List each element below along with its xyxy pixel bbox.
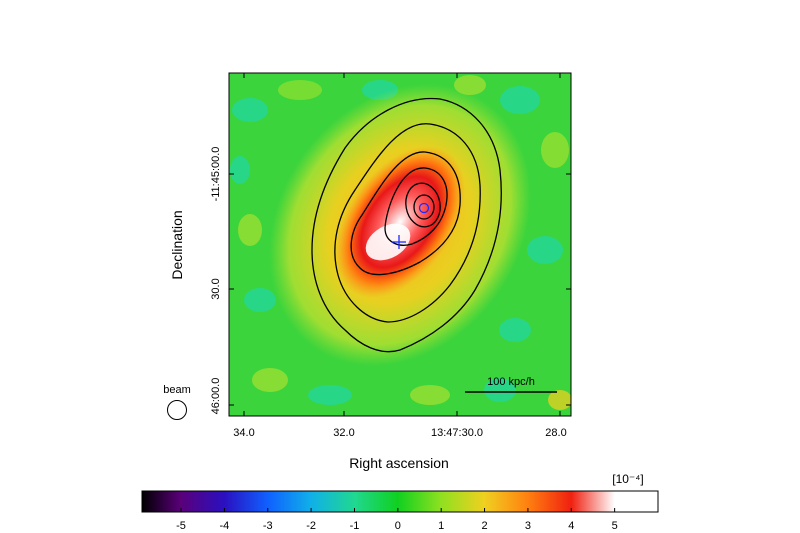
colorbar-tick-label: 1 [438, 520, 444, 532]
colorbar-unit-label: [10⁻⁴] [612, 472, 644, 486]
x-tick-label: 34.0 [233, 427, 254, 439]
y-tick-label: -11:45:00.0 [210, 147, 222, 202]
sz-map: 100 kpc/h [229, 73, 571, 416]
scalebar-label: 100 kpc/h [487, 376, 535, 388]
marker-circle [418, 202, 430, 214]
map-noise-texture [230, 75, 571, 410]
map-frame [228, 72, 572, 417]
contour-level-3 [350, 151, 461, 276]
x-tick-label: 13:47:30.0 [431, 427, 483, 439]
beam-circle [167, 400, 187, 420]
colorbar-tick-label: -2 [306, 520, 316, 532]
map-peak [365, 223, 411, 261]
colorbar-tick-label: 0 [395, 520, 401, 532]
colorbar-tick-label: -1 [350, 520, 360, 532]
y-tick-label: 30.0 [210, 278, 222, 299]
colorbar-tick-label: 2 [481, 520, 487, 532]
contour-level-4 [384, 167, 448, 246]
y-tick-labels: -11:45:00.0 30.0 46:00.0 [210, 147, 222, 415]
colorbar: -5 -4 -3 -2 -1 0 1 2 3 4 5 [10⁻⁴] [141, 472, 659, 532]
colorbar-tick-label: 5 [612, 520, 618, 532]
colorbar-tick-label: -5 [176, 520, 186, 532]
x-tick-label: 32.0 [333, 427, 354, 439]
colorbar-tick-label: -3 [263, 520, 273, 532]
contour-lines [311, 97, 502, 353]
contour-level-2 [334, 123, 481, 323]
marker-plus [392, 235, 406, 249]
x-tick-label: 28.0 [545, 427, 566, 439]
contour-level-1 [311, 97, 502, 353]
contour-level-5 [405, 182, 441, 228]
contour-level-6 [413, 194, 435, 220]
x-axis-title: Right ascension [349, 455, 449, 471]
colorbar-tick-label: 4 [568, 520, 574, 532]
axis-ticks [229, 73, 571, 416]
colorbar-tick-label: -4 [219, 520, 229, 532]
y-axis-title: Declination [169, 210, 185, 279]
map-core [335, 146, 465, 298]
x-tick-labels: 34.0 32.0 13:47:30.0 28.0 [233, 427, 566, 439]
beam-label: beam [163, 384, 191, 396]
colorbar-tick-label: 3 [525, 520, 531, 532]
colorbar-gradient [141, 490, 659, 513]
y-tick-label: 46:00.0 [210, 378, 222, 415]
colorbar-ticks: -5 -4 -3 -2 -1 0 1 2 3 4 5 [176, 508, 618, 532]
